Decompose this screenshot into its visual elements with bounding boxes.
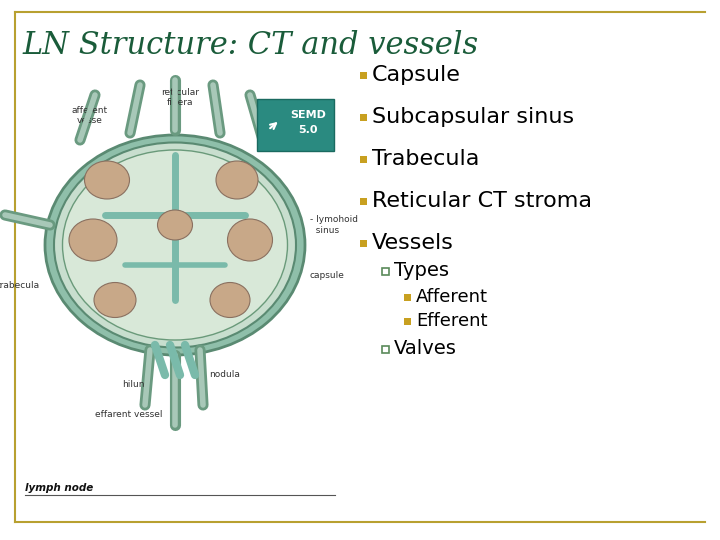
Text: Types: Types [394,261,449,280]
Ellipse shape [84,161,130,199]
Text: Capsule: Capsule [372,65,461,85]
Text: Efferent: Efferent [416,312,487,330]
Text: afferent
vesse: afferent vesse [72,106,108,125]
Ellipse shape [228,219,272,261]
Bar [360,198,367,205]
Bar [404,318,411,325]
Bar [360,156,367,163]
Text: Subcapsular sinus: Subcapsular sinus [372,107,574,127]
Bar [360,71,367,78]
Text: effarent vessel: effarent vessel [95,410,163,419]
Ellipse shape [54,143,296,348]
Text: SEMD: SEMD [290,110,326,120]
Text: nodula: nodula [210,370,240,379]
Text: 5.0: 5.0 [298,125,318,135]
Text: - lymohoid
  sinus: - lymohoid sinus [310,215,358,235]
Text: capsule: capsule [310,271,345,280]
FancyBboxPatch shape [15,85,345,515]
Text: lymph node: lymph node [25,483,94,493]
Bar [382,346,389,353]
Ellipse shape [216,161,258,199]
Ellipse shape [210,282,250,318]
Text: reticular
fibera: reticular fibera [161,87,199,107]
Ellipse shape [63,150,287,340]
Ellipse shape [158,210,192,240]
Bar [382,267,389,274]
Text: Vessels: Vessels [372,233,454,253]
Text: trabecula: trabecula [0,280,40,289]
Ellipse shape [94,282,136,318]
Bar [360,240,367,246]
Ellipse shape [45,135,305,355]
Text: Afferent: Afferent [416,288,488,306]
Text: Reticular CT stroma: Reticular CT stroma [372,191,592,211]
Text: Valves: Valves [394,340,457,359]
FancyBboxPatch shape [257,99,334,151]
Text: hilun: hilun [122,380,145,389]
Ellipse shape [69,219,117,261]
Bar [404,294,411,300]
Bar [360,113,367,120]
Text: Trabecula: Trabecula [372,149,480,169]
Text: LN Structure: CT and vessels: LN Structure: CT and vessels [22,30,478,61]
